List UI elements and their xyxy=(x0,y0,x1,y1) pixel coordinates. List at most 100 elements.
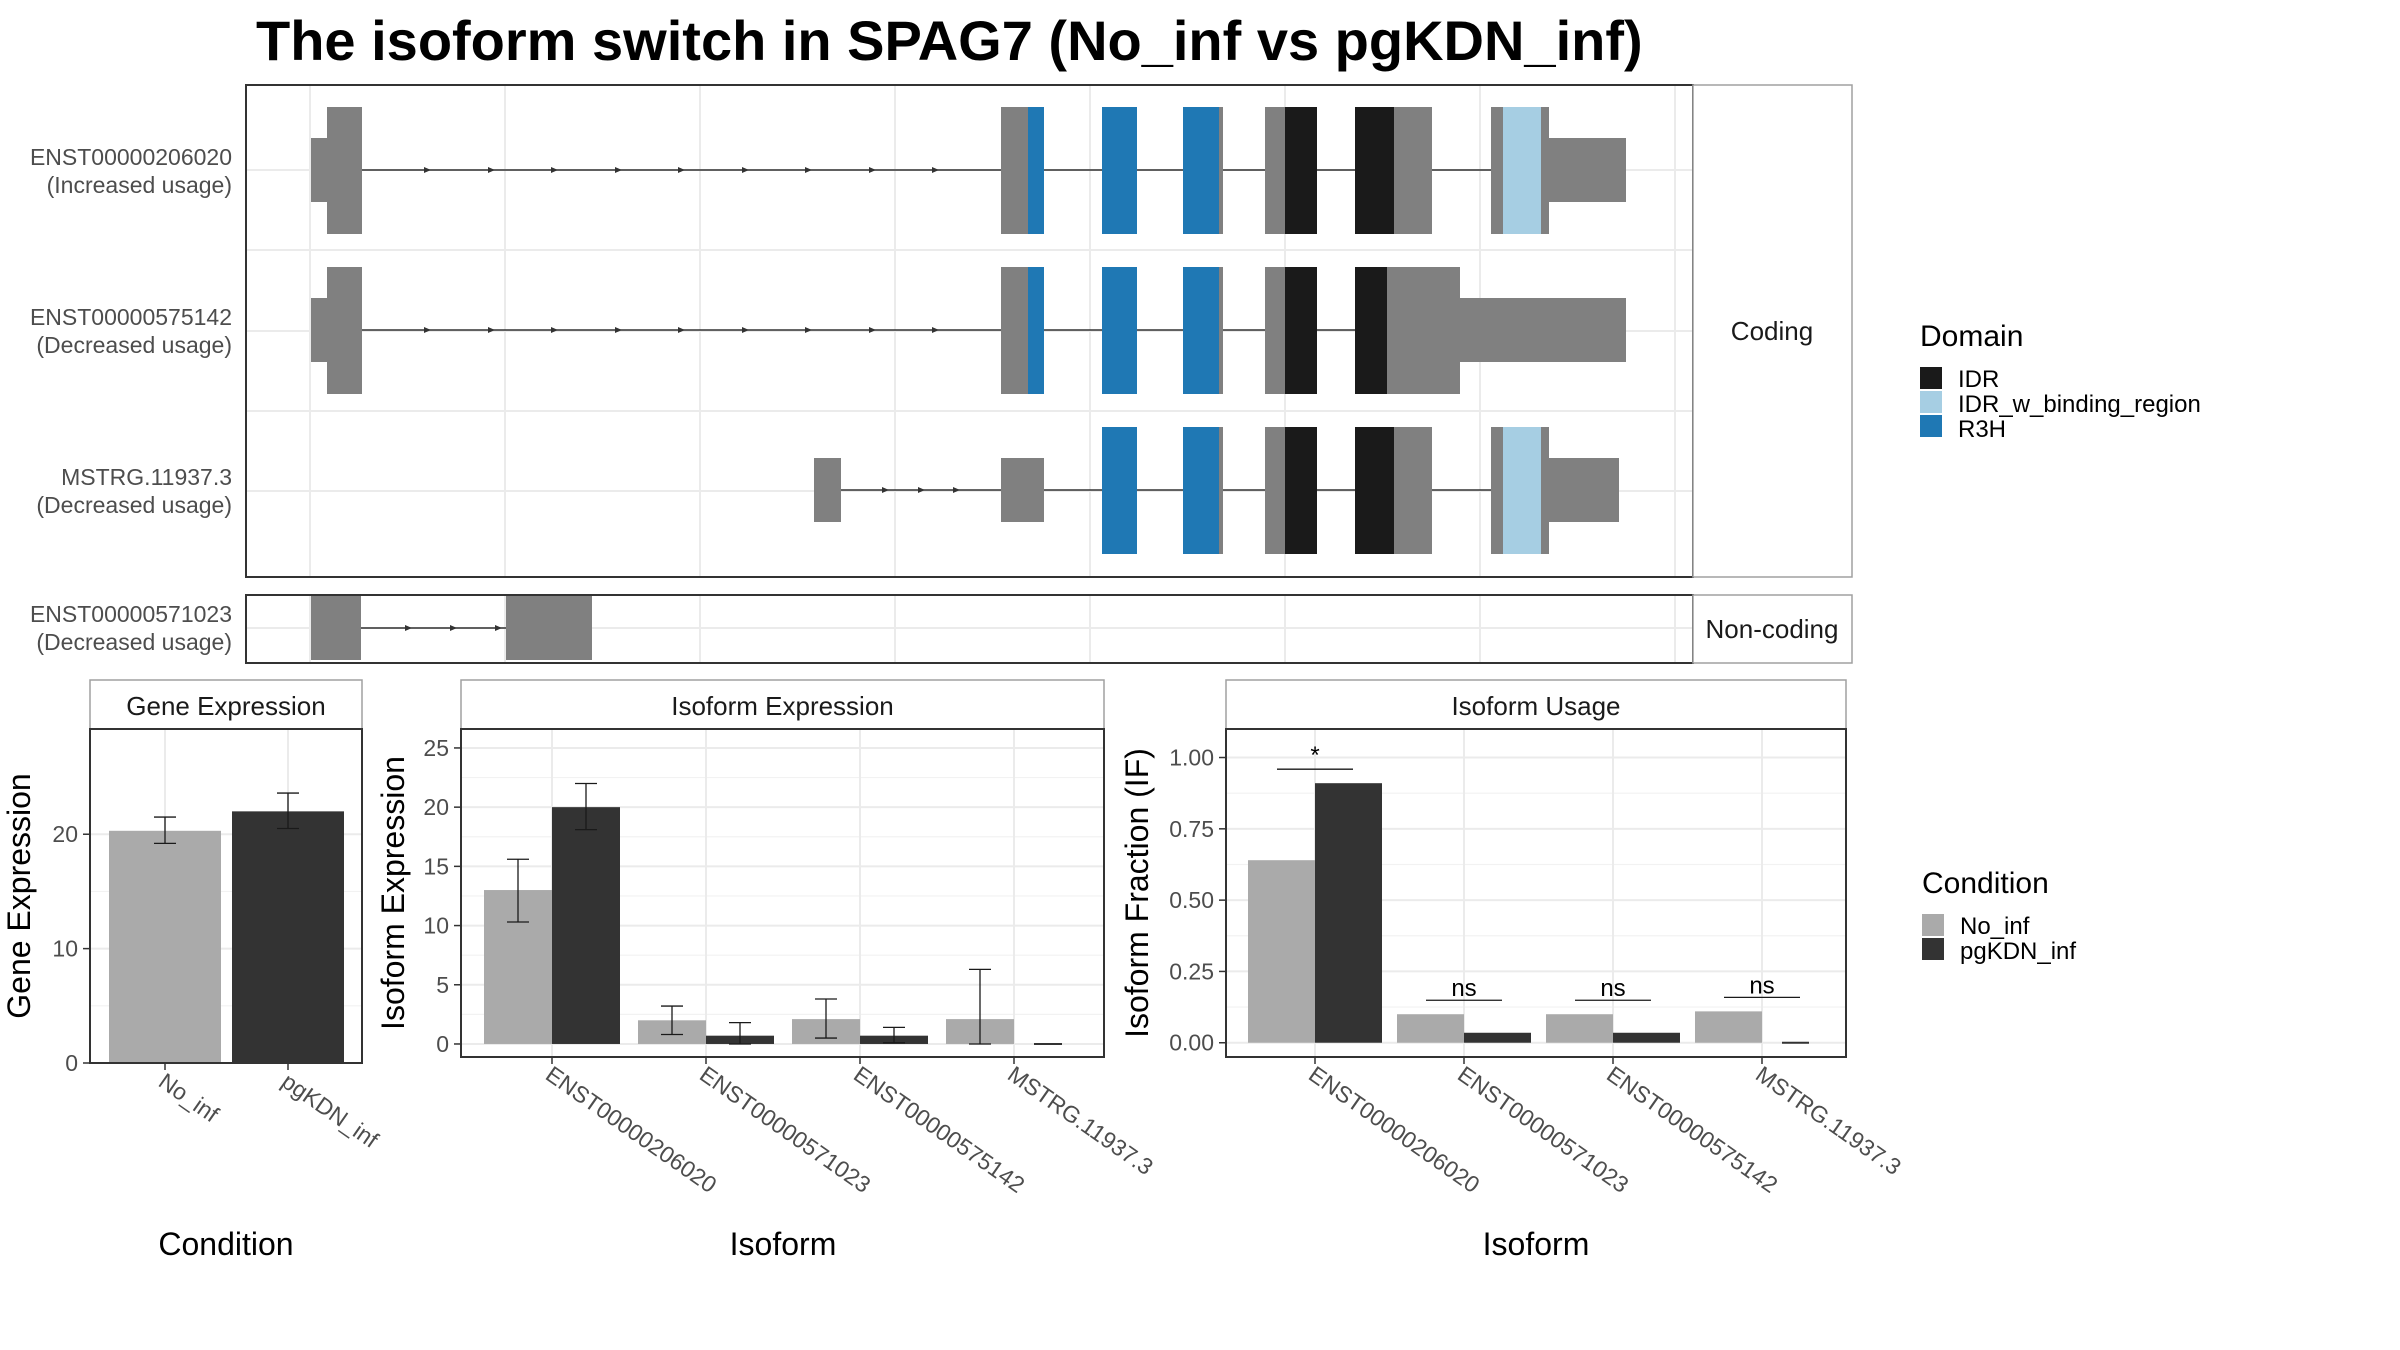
x-tick-label: No_inf xyxy=(154,1068,224,1128)
domain-IDR xyxy=(1285,267,1317,394)
legend-label-No_inf: No_inf xyxy=(1960,913,2030,940)
intron-arrows xyxy=(424,327,939,333)
domain-R3H xyxy=(1102,267,1137,394)
exon xyxy=(1001,107,1028,234)
x-axis-title: Isoform xyxy=(1483,1226,1590,1262)
exon xyxy=(1541,427,1549,554)
transcript-MSTRG.11937.3 xyxy=(814,427,1619,554)
domain-R3H xyxy=(1183,107,1219,234)
bar xyxy=(1695,1011,1762,1043)
exon xyxy=(1541,107,1549,234)
isoform-usage-chart: Isoform Usage * ns ns ns 0.00 0.25 0.50 0.75 1.00… xyxy=(1119,679,1906,1262)
y-tick-label: 10 xyxy=(423,913,449,939)
legend-label-R3H: R3H xyxy=(1958,416,2006,443)
exon xyxy=(1491,427,1503,554)
bar xyxy=(1248,860,1315,1043)
isoform-3-usage: (Decreased usage) xyxy=(36,492,232,518)
domain-R3H xyxy=(1028,107,1044,234)
significance-label: ns xyxy=(1749,972,1774,999)
domain-R3H xyxy=(1183,427,1219,554)
transcript-ENST00000575142 xyxy=(311,267,1626,394)
legend-key-IDR xyxy=(1920,367,1942,389)
domain-IDR_w_binding_region xyxy=(1503,107,1541,234)
panel-strip-title: Isoform Expression xyxy=(671,691,894,721)
y-axis-title: Gene Expression xyxy=(1,773,37,1018)
legend-key-IDR_w_binding_region xyxy=(1920,391,1942,413)
figure-title: The isoform switch in SPAG7 (No_inf vs p… xyxy=(256,9,1643,72)
panel-border xyxy=(89,728,363,1064)
y-tick-label: 25 xyxy=(423,735,449,761)
isoform-1-id: ENST00000206020 xyxy=(30,144,232,170)
isoform-expression-chart: Isoform Expression0510152025ENST00000206… xyxy=(375,679,1158,1262)
exon xyxy=(327,107,362,234)
domain-IDR_w_binding_region xyxy=(1503,427,1541,554)
intron-arrows xyxy=(424,167,939,173)
utr-exon xyxy=(814,458,841,522)
utr-exon xyxy=(311,138,328,202)
x-tick-label: MSTRG.11937.3 xyxy=(1751,1061,1906,1180)
transcript-ENST00000571023 xyxy=(311,596,592,660)
exon xyxy=(1219,107,1223,234)
coding-strip-label: Coding xyxy=(1731,316,1813,346)
legend-label-pgKDN_inf: pgKDN_inf xyxy=(1960,938,2076,965)
exon xyxy=(1394,107,1432,234)
exon xyxy=(327,267,362,394)
y-tick-label: 0.00 xyxy=(1169,1030,1214,1056)
isoform-2-id: ENST00000575142 xyxy=(30,304,232,330)
isoform-4-id: ENST00000571023 xyxy=(30,601,232,627)
exon xyxy=(1265,427,1285,554)
bar xyxy=(1613,1032,1680,1043)
y-tick-label: 10 xyxy=(52,936,78,962)
condition-legend: Condition No_inf pgKDN_inf xyxy=(1922,867,2076,965)
panel-strip xyxy=(460,679,1105,730)
exon xyxy=(1265,107,1285,234)
y-tick-label: 20 xyxy=(52,821,78,847)
bar xyxy=(232,811,344,1063)
transcript-ENST00000206020 xyxy=(311,107,1626,234)
panel-strip xyxy=(1225,679,1847,730)
isoform-labels: ENST00000206020 (Increased usage) ENST00… xyxy=(30,144,232,655)
condition-legend-title: Condition xyxy=(1922,867,2049,900)
bar xyxy=(109,830,221,1063)
legend-key-R3H xyxy=(1920,415,1942,437)
exon xyxy=(1265,267,1285,394)
panel-strip-title: Gene Expression xyxy=(126,691,325,721)
significance-label: ns xyxy=(1600,975,1625,1002)
coding-strip xyxy=(1692,84,1853,578)
isoform-1-usage: (Increased usage) xyxy=(47,172,232,198)
x-axis-title: Condition xyxy=(158,1226,293,1262)
y-tick-label: 5 xyxy=(436,972,449,998)
domain-R3H xyxy=(1102,107,1137,234)
domain-IDR xyxy=(1355,107,1394,234)
domain-R3H xyxy=(1183,267,1219,394)
y-axis-title: Isoform Expression xyxy=(375,756,411,1030)
y-tick-label: 20 xyxy=(423,794,449,820)
domain-IDR xyxy=(1285,427,1317,554)
isoform-4-usage: (Decreased usage) xyxy=(36,629,232,655)
x-tick-label: MSTRG.11937.3 xyxy=(1003,1061,1158,1180)
intron-arrows xyxy=(405,625,502,631)
structure-coding-panel: Coding xyxy=(245,84,1853,578)
isoform-3-id: MSTRG.11937.3 xyxy=(61,464,232,490)
exon xyxy=(1491,107,1503,234)
noncoding-strip-label: Non-coding xyxy=(1706,614,1839,644)
exon xyxy=(1219,267,1223,394)
legend-key-pgKDN_inf xyxy=(1922,938,1944,960)
intron-arrows xyxy=(882,487,960,493)
domain-legend: Domain IDR IDR_w_binding_region R3H xyxy=(1920,320,2201,443)
panel-strip xyxy=(89,679,363,730)
y-tick-label: 0.75 xyxy=(1169,816,1214,842)
y-tick-label: 1.00 xyxy=(1169,745,1214,771)
utr-exon xyxy=(311,298,328,362)
exon xyxy=(1219,427,1223,554)
domain-IDR xyxy=(1355,427,1394,554)
x-axis-title: Isoform xyxy=(730,1226,837,1262)
y-tick-label: 0 xyxy=(65,1050,78,1076)
domain-legend-title: Domain xyxy=(1920,320,2023,353)
significance-label: ns xyxy=(1451,975,1476,1002)
significance-label: * xyxy=(1310,742,1319,769)
gene-expression-chart: Gene Expression 0 10 20 No_inf pgKDN_inf Condi… xyxy=(1,679,384,1262)
y-tick-label: 15 xyxy=(423,853,449,879)
y-tick-label: 0 xyxy=(436,1031,449,1057)
